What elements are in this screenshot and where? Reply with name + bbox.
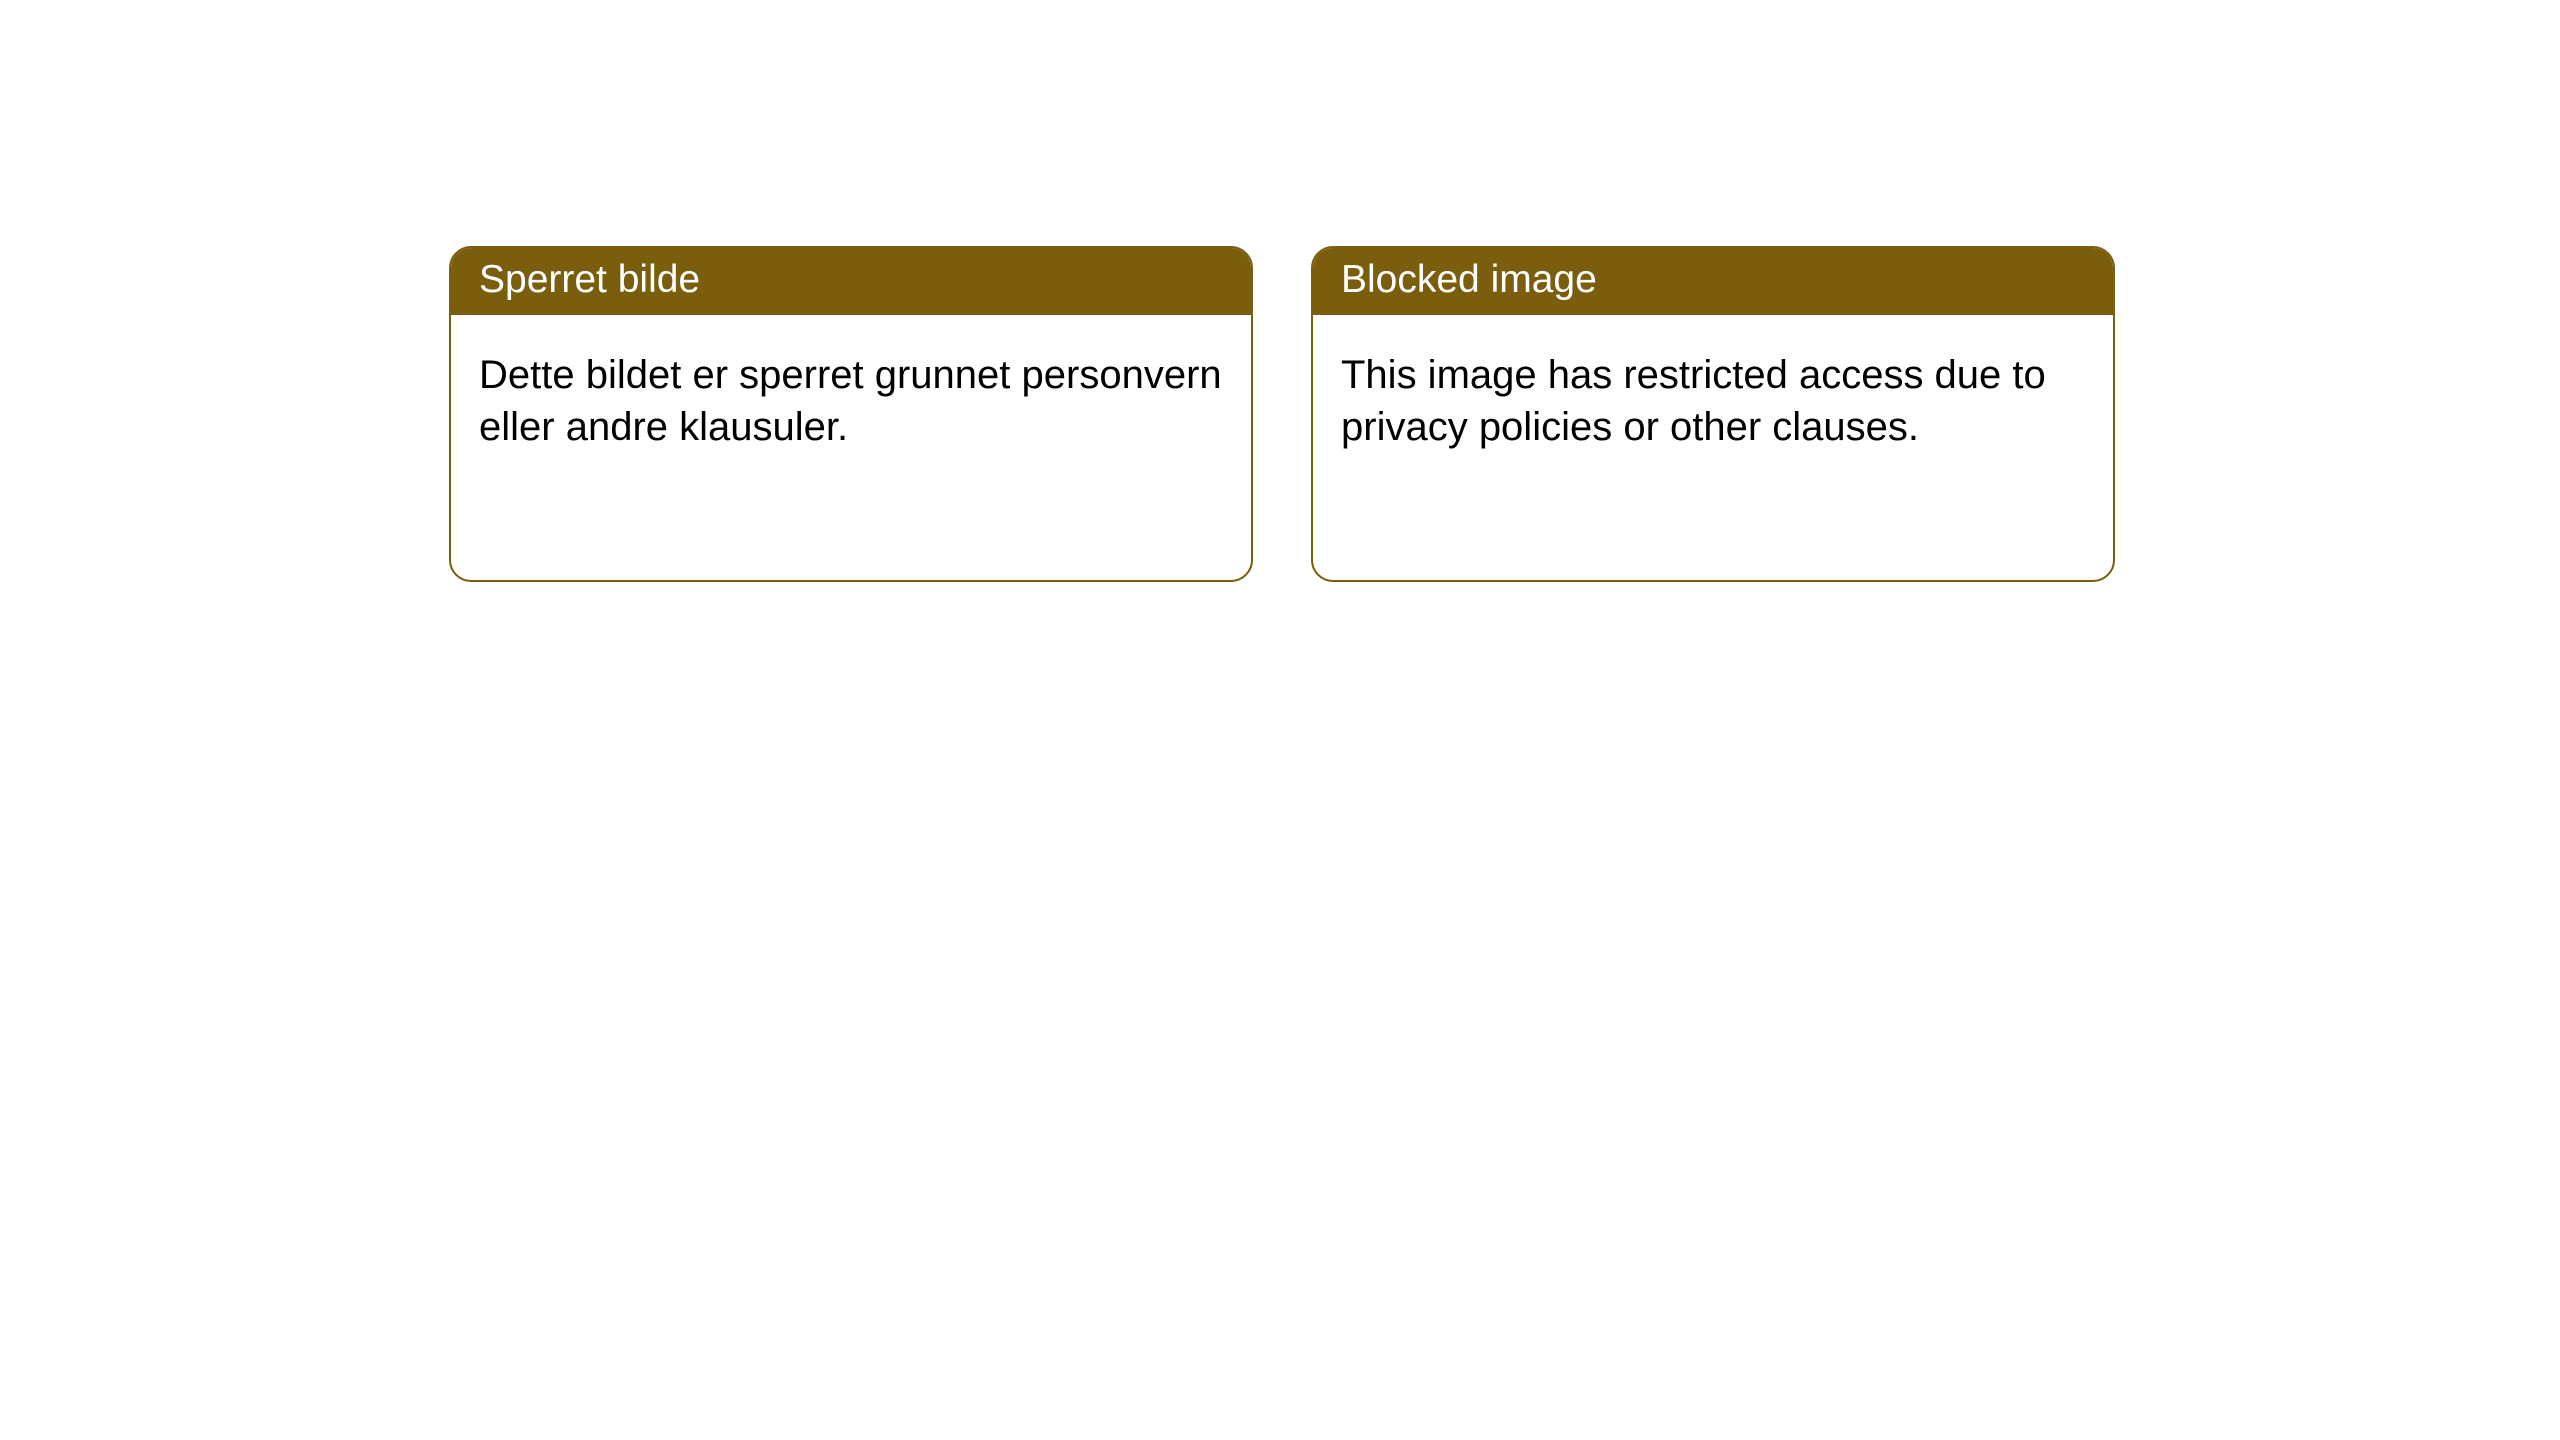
card-header: Sperret bilde	[451, 248, 1251, 315]
card-body: This image has restricted access due to …	[1313, 315, 2113, 482]
notice-card-norwegian: Sperret bilde Dette bildet er sperret gr…	[449, 246, 1253, 582]
notice-card-english: Blocked image This image has restricted …	[1311, 246, 2115, 582]
card-body: Dette bildet er sperret grunnet personve…	[451, 315, 1251, 482]
notice-cards-container: Sperret bilde Dette bildet er sperret gr…	[449, 246, 2115, 582]
card-header: Blocked image	[1313, 248, 2113, 315]
